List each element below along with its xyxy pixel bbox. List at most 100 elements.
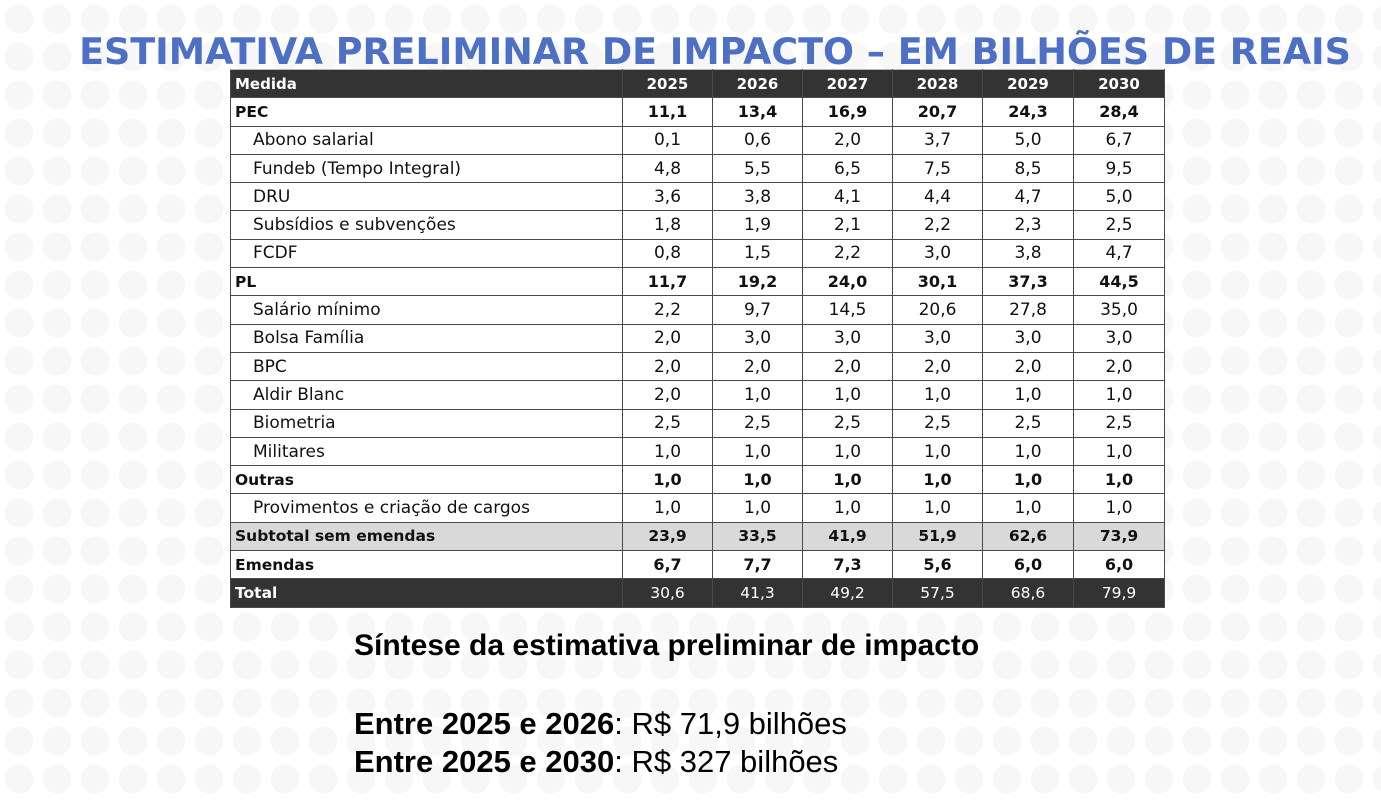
column-header: 2025 xyxy=(622,68,713,99)
table-cell: 30,1 xyxy=(892,267,983,297)
table-cell: 3,0 xyxy=(712,323,803,353)
table-cell: 1,9 xyxy=(712,210,803,240)
table-cell: 1,0 xyxy=(712,493,803,523)
table-cell: 1,0 xyxy=(982,465,1074,495)
table-cell: 3,0 xyxy=(982,323,1074,353)
table-cell: 49,2 xyxy=(802,578,893,608)
table-cell: 41,3 xyxy=(712,578,803,608)
row-label: PEC xyxy=(230,97,623,127)
table-cell: 1,0 xyxy=(802,493,893,523)
table-header-row: Medida 2025 2026 2027 2028 2029 2030 xyxy=(230,68,1165,99)
row-label: Militares xyxy=(230,436,623,467)
table-row: Aldir Blanc 2,0 1,0 1,0 1,0 1,0 1,0 xyxy=(230,380,1165,410)
table-cell: 5,0 xyxy=(1073,182,1165,212)
table-cell: 2,5 xyxy=(1073,408,1165,438)
table-cell: 28,4 xyxy=(1073,97,1165,127)
column-header: 2030 xyxy=(1073,68,1165,99)
table-cell: 1,0 xyxy=(802,465,893,495)
table-cell: 7,7 xyxy=(712,550,803,580)
table-cell: 2,0 xyxy=(802,125,893,155)
table-row: Militares 1,0 1,0 1,0 1,0 1,0 1,0 xyxy=(230,436,1165,467)
row-label: Outras xyxy=(230,465,623,495)
table-cell: 1,0 xyxy=(1073,493,1165,523)
table-row: Provimentos e criação de cargos 1,0 1,0 1,0… xyxy=(230,493,1165,523)
table-cell: 2,0 xyxy=(802,351,893,382)
synthesis-line: Entre 2025 e 2026: R$ 71,9 bilhões xyxy=(354,705,847,743)
table-cell: 2,1 xyxy=(802,210,893,240)
table-cell: 2,0 xyxy=(1073,351,1165,382)
table-cell: 7,5 xyxy=(892,153,983,184)
table-cell: 23,9 xyxy=(622,521,713,552)
column-header: 2029 xyxy=(982,68,1074,99)
table-cell: 1,0 xyxy=(712,436,803,467)
table-row: PEC 11,1 13,4 16,9 20,7 24,3 28,4 xyxy=(230,97,1165,127)
table-cell: 11,7 xyxy=(622,267,713,297)
table-row: Abono salarial 0,1 0,6 2,0 3,7 5,0 6,7 xyxy=(230,125,1165,155)
table-cell: 4,8 xyxy=(622,153,713,184)
table-cell: 2,0 xyxy=(982,351,1074,382)
table-cell: 1,0 xyxy=(712,465,803,495)
row-label: Subsídios e subvenções xyxy=(230,210,623,240)
synthesis-period: Entre 2025 e 2026 xyxy=(354,706,615,741)
table-cell: 6,0 xyxy=(982,550,1074,580)
row-label: Abono salarial xyxy=(230,125,623,155)
table-cell: 6,0 xyxy=(1073,550,1165,580)
table-cell: 20,7 xyxy=(892,97,983,127)
table-cell: 5,5 xyxy=(712,153,803,184)
table-cell: 3,0 xyxy=(802,323,893,353)
table-cell: 2,5 xyxy=(802,408,893,438)
table-cell: 30,6 xyxy=(622,578,713,608)
table-cell: 19,2 xyxy=(712,267,803,297)
table-cell: 1,0 xyxy=(1073,380,1165,410)
table-row: Outras 1,0 1,0 1,0 1,0 1,0 1,0 xyxy=(230,465,1165,495)
table-cell: 4,7 xyxy=(1073,238,1165,269)
table-cell: 1,0 xyxy=(622,436,713,467)
table-cell: 6,7 xyxy=(622,550,713,580)
table-cell: 1,0 xyxy=(1073,436,1165,467)
table-cell: 2,0 xyxy=(622,351,713,382)
table-cell: 4,1 xyxy=(802,182,893,212)
table-cell: 16,9 xyxy=(802,97,893,127)
table-cell: 1,0 xyxy=(892,380,983,410)
table-cell: 8,5 xyxy=(982,153,1074,184)
table-cell: 3,0 xyxy=(1073,323,1165,353)
impact-table: Medida 2025 2026 2027 2028 2029 2030 PEC… xyxy=(230,68,1165,608)
table-row: Total 30,6 41,3 49,2 57,5 68,6 79,9 xyxy=(230,578,1165,608)
slide-title: ESTIMATIVA PRELIMINAR DE IMPACTO – EM BI… xyxy=(79,30,1351,74)
row-label: Total xyxy=(230,578,623,608)
table-cell: 1,0 xyxy=(982,436,1074,467)
row-label: Subtotal sem emendas xyxy=(230,521,623,552)
table-cell: 1,0 xyxy=(622,465,713,495)
column-header: 2028 xyxy=(892,68,983,99)
table-cell: 20,6 xyxy=(892,295,983,325)
table-cell: 2,0 xyxy=(622,380,713,410)
row-label: BPC xyxy=(230,351,623,382)
row-label: DRU xyxy=(230,182,623,212)
table-cell: 6,7 xyxy=(1073,125,1165,155)
table-cell: 9,7 xyxy=(712,295,803,325)
table-cell: 1,0 xyxy=(982,380,1074,410)
table-cell: 37,3 xyxy=(982,267,1074,297)
table-row: Emendas 6,7 7,7 7,3 5,6 6,0 6,0 xyxy=(230,550,1165,580)
table-cell: 27,8 xyxy=(982,295,1074,325)
table-cell: 1,0 xyxy=(982,493,1074,523)
table-row: Bolsa Família 2,0 3,0 3,0 3,0 3,0 3,0 xyxy=(230,323,1165,353)
table-row: BPC 2,0 2,0 2,0 2,0 2,0 2,0 xyxy=(230,351,1165,382)
column-header: 2027 xyxy=(802,68,893,99)
table-body: PEC 11,1 13,4 16,9 20,7 24,3 28,4 Abono salaria… xyxy=(230,97,1165,608)
table-row: Fundeb (Tempo Integral) 4,8 5,5 6,5 7,5 8,5 9,… xyxy=(230,153,1165,184)
table-cell: 2,3 xyxy=(982,210,1074,240)
table-cell: 1,0 xyxy=(892,493,983,523)
table-cell: 3,0 xyxy=(892,323,983,353)
table-cell: 1,0 xyxy=(712,380,803,410)
synthesis-separator: : xyxy=(614,744,632,779)
table-row: Subtotal sem emendas 23,9 33,5 41,9 51,9 62,6… xyxy=(230,521,1165,552)
table-cell: 6,5 xyxy=(802,153,893,184)
table-row: Salário mínimo 2,2 9,7 14,5 20,6 27,8 35,0 xyxy=(230,295,1165,325)
row-label: Aldir Blanc xyxy=(230,380,623,410)
table-cell: 79,9 xyxy=(1073,578,1165,608)
table-cell: 1,0 xyxy=(892,465,983,495)
table-cell: 0,8 xyxy=(622,238,713,269)
table-cell: 5,6 xyxy=(892,550,983,580)
table-cell: 4,4 xyxy=(892,182,983,212)
